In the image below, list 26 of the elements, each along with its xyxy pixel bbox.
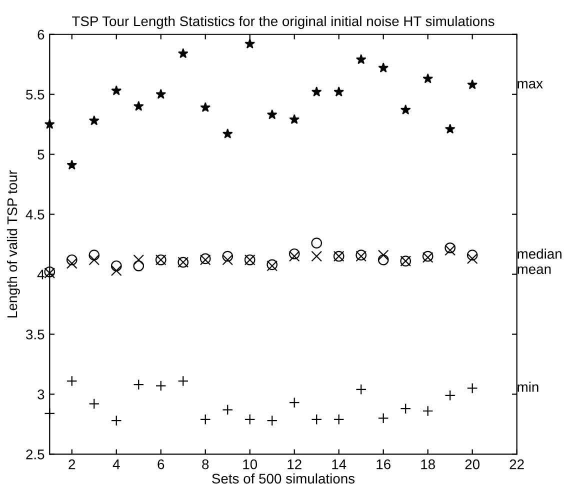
text: median	[518, 248, 562, 259]
y-tick-label: 4.5	[26, 210, 44, 220]
y-tick-label: 6	[38, 30, 44, 40]
y-axis-title: Length of valid TSP tour	[6, 170, 20, 318]
x-tick-label: 6	[158, 459, 164, 470]
y-tick-label: 3.5	[26, 330, 44, 340]
x-tick-label: 18	[421, 459, 435, 470]
y-tick-label: 5	[38, 150, 44, 160]
y-tick-label: 3	[38, 390, 44, 400]
x-tick-label: 16	[376, 459, 390, 470]
x-tick-label: 12	[288, 459, 302, 470]
legend-label: max	[518, 80, 543, 88]
x-tick-label: 8	[202, 459, 209, 470]
x-tick-label: 4	[112, 460, 120, 470]
y-tick-label: 4	[37, 270, 44, 280]
legend-label: mean	[518, 266, 551, 274]
x-tick-label: 10	[243, 459, 258, 470]
x-tick-label: 22	[510, 459, 524, 470]
x-tick-label: 14	[332, 460, 346, 470]
y-tick-label: 2.5	[26, 450, 44, 460]
legend-label: min	[518, 382, 538, 392]
x-tick-label: 2	[68, 459, 76, 470]
y-tick-label: 5.5	[26, 90, 44, 100]
x-tick-label: 20	[465, 459, 480, 470]
chart-title: TSP Tour Length Statistics for the original initial noise HT simulations	[72, 16, 494, 29]
x-axis-title: Sets of 500 simulations	[212, 473, 355, 484]
